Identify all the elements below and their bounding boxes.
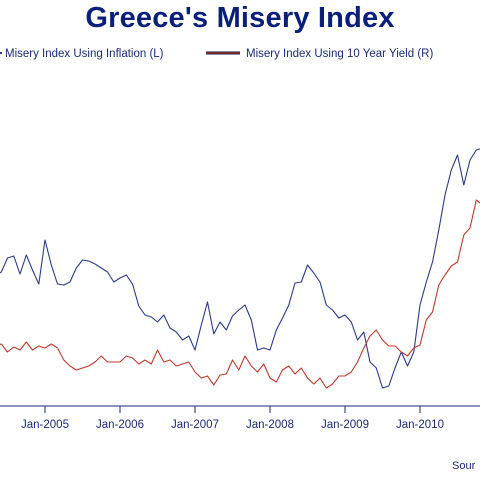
x-tick-label: Jan-2005	[21, 419, 69, 431]
x-tick-label: Jan-2006	[96, 419, 144, 431]
series-line-inflation	[0, 148, 480, 389]
legend-label-inflation: Misery Index Using Inflation (L)	[5, 48, 164, 60]
legend-label-yield: Misery Index Using 10 Year Yield (R)	[246, 48, 433, 60]
x-axis-ticks: Jan-2005 Jan-2006 Jan-2007 Jan-2008 Jan-2009…	[21, 406, 444, 431]
source-note: Sour	[452, 460, 476, 472]
x-tick-label: Jan-2007	[171, 419, 219, 431]
legend: Misery Index Using Inflation (L) Misery …	[0, 48, 433, 60]
x-tick-label: Jan-2009	[321, 419, 369, 431]
x-tick-label: Jan-2008	[246, 419, 294, 431]
series-line-yield	[0, 199, 480, 389]
chart-title: Greece's Misery Index	[85, 2, 395, 34]
x-tick-label: Jan-2010	[396, 419, 444, 431]
series-layer	[0, 148, 480, 389]
